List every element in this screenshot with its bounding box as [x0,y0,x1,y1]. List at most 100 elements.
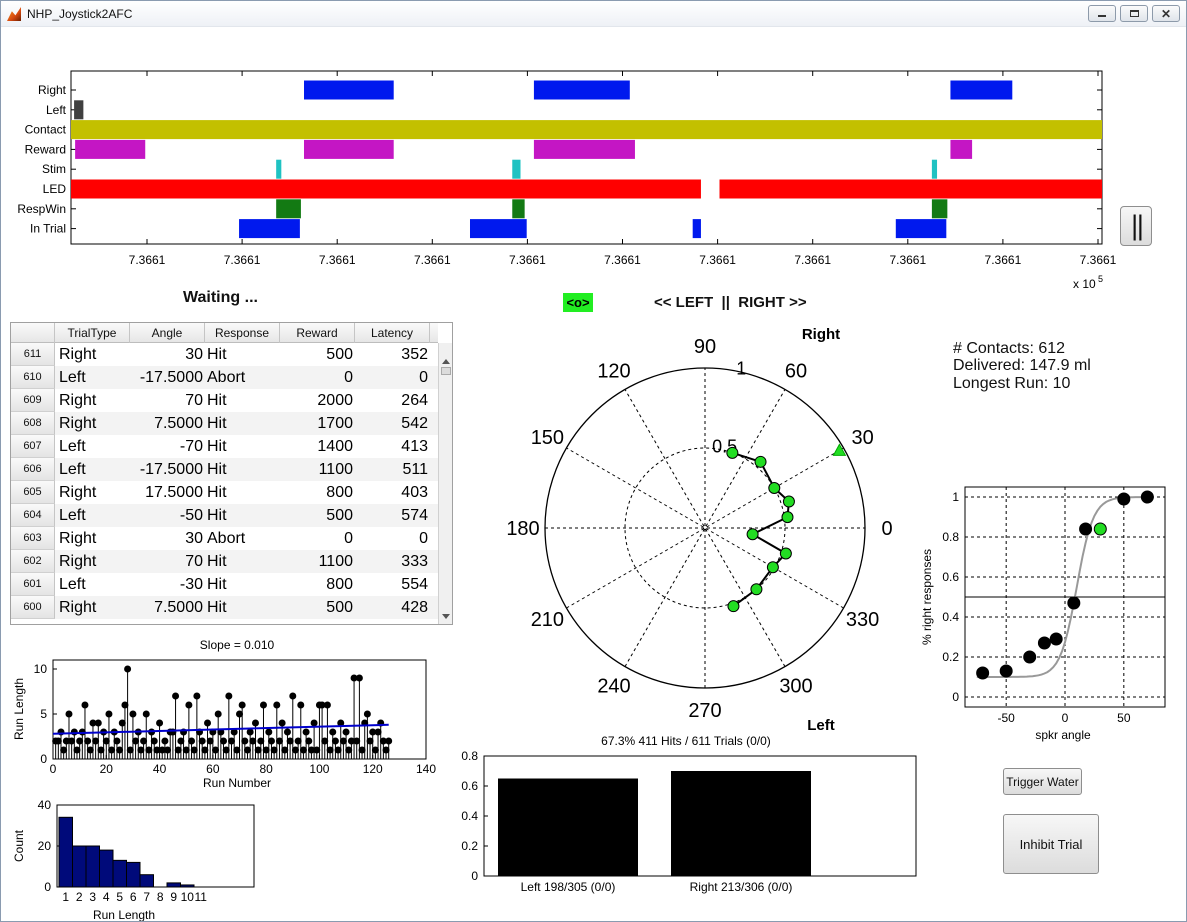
table-cell-type[interactable]: Left [59,461,86,478]
table-cell-latency[interactable]: 403 [401,484,428,501]
table-row[interactable]: 608 Right 7.5000 Hit 1700 542 [11,412,438,435]
row-header[interactable]: 606 [11,458,55,481]
close-button[interactable]: ✕ [1152,5,1180,22]
table-cell-reward[interactable]: 0 [344,530,353,547]
row-header[interactable]: 605 [11,481,55,504]
table-cell-latency[interactable]: 0 [419,530,428,547]
table-cell-type[interactable]: Right [59,346,97,363]
table-cell-latency[interactable]: 0 [419,369,428,386]
table-cell-angle[interactable]: 30 [185,346,203,363]
table-cell-latency[interactable]: 352 [401,346,428,363]
table-cell-response[interactable]: Hit [207,415,227,432]
row-header[interactable]: 608 [11,412,55,435]
column-header[interactable]: Reward [280,323,355,343]
table-row[interactable]: 607 Left -70 Hit 1400 413 [11,435,438,458]
table-cell-response[interactable]: Hit [207,461,227,478]
pause-button[interactable]: || [1120,206,1152,246]
table-cell-latency[interactable]: 428 [401,599,428,616]
table-cell-reward[interactable]: 800 [326,484,353,501]
row-header[interactable]: 600 [11,596,55,619]
scroll-thumb[interactable] [441,367,451,375]
table-cell-reward[interactable]: 500 [326,599,353,616]
table-cell-latency[interactable]: 574 [401,507,428,524]
table-cell-response[interactable]: Hit [207,346,227,363]
table-row[interactable]: 610 Left -17.5000 Abort 0 0 [11,366,438,389]
table-cell-latency[interactable]: 413 [401,438,428,455]
table-cell-response[interactable]: Hit [207,438,227,455]
row-header[interactable]: 601 [11,573,55,596]
table-row[interactable]: 602 Right 70 Hit 1100 333 [11,550,438,573]
table-cell-response[interactable]: Hit [207,392,227,409]
table-cell-response[interactable]: Hit [207,553,227,570]
table-cell-latency[interactable]: 511 [402,461,428,478]
table-row[interactable]: 604 Left -50 Hit 500 574 [11,504,438,527]
table-cell-type[interactable]: Left [59,576,86,593]
table-cell-reward[interactable]: 500 [326,346,353,363]
column-header[interactable]: TrialType [55,323,130,343]
table-cell-reward[interactable]: 500 [326,507,353,524]
table-cell-response[interactable]: Abort [207,369,246,386]
table-cell-angle[interactable]: 7.5000 [154,415,203,432]
table-cell-reward[interactable]: 2000 [317,392,353,409]
trials-table[interactable]: TrialType Angle Response Reward Latency … [10,322,453,625]
table-cell-type[interactable]: Left [59,507,86,524]
trigger-water-button[interactable]: Trigger Water [1003,768,1082,795]
table-cell-angle[interactable]: 70 [185,553,203,570]
table-cell-reward[interactable]: 1400 [317,438,353,455]
table-cell-type[interactable]: Right [59,484,97,501]
inhibit-trial-button[interactable]: Inhibit Trial [1003,814,1099,874]
table-cell-reward[interactable]: 1100 [318,553,353,570]
table-cell-response[interactable]: Hit [207,576,227,593]
table-cell-response[interactable]: Abort [207,530,246,547]
table-cell-latency[interactable]: 554 [401,576,428,593]
table-cell-angle[interactable]: -50 [179,507,203,524]
table-row[interactable]: 603 Right 30 Abort 0 0 [11,527,438,550]
row-header[interactable]: 611 [11,343,55,366]
table-cell-response[interactable]: Hit [207,507,227,524]
column-header[interactable]: Response [205,323,280,343]
row-header[interactable]: 604 [11,504,55,527]
table-scrollbar[interactable] [438,343,452,624]
table-cell-reward[interactable]: 800 [326,576,353,593]
row-header[interactable]: 610 [11,366,55,389]
row-header[interactable]: 607 [11,435,55,458]
table-cell-response[interactable]: Hit [207,599,227,616]
column-header[interactable]: Latency [355,323,430,343]
table-row[interactable]: 611 Right 30 Hit 500 352 [11,343,438,366]
table-row[interactable]: 605 Right 17.5000 Hit 800 403 [11,481,438,504]
table-cell-latency[interactable]: 333 [401,553,428,570]
table-cell-angle[interactable]: -70 [179,438,203,455]
table-cell-reward[interactable]: 0 [344,369,353,386]
minimize-button[interactable] [1088,5,1116,22]
table-row[interactable]: 601 Left -30 Hit 800 554 [11,573,438,596]
column-header[interactable]: Angle [130,323,205,343]
table-cell-type[interactable]: Right [59,392,97,409]
table-cell-angle[interactable]: 17.5000 [145,484,203,501]
table-cell-type[interactable]: Left [59,369,86,386]
table-cell-angle[interactable]: -17.5000 [139,369,203,386]
scroll-down-icon[interactable] [442,614,450,619]
table-row[interactable]: 606 Left -17.5000 Hit 1100 511 [11,458,438,481]
row-header[interactable]: 609 [11,389,55,412]
table-cell-reward[interactable]: 1700 [317,415,353,432]
table-cell-type[interactable]: Left [59,438,86,455]
row-header[interactable]: 603 [11,527,55,550]
table-cell-reward[interactable]: 1100 [318,461,353,478]
scroll-up-icon[interactable] [442,359,450,364]
table-cell-latency[interactable]: 542 [401,415,428,432]
table-cell-type[interactable]: Right [59,530,97,547]
table-cell-angle[interactable]: -30 [179,576,203,593]
table-cell-type[interactable]: Right [59,553,97,570]
row-header[interactable]: 602 [11,550,55,573]
table-cell-angle[interactable]: 7.5000 [154,599,203,616]
maximize-button[interactable] [1120,5,1148,22]
table-cell-response[interactable]: Hit [207,484,227,501]
table-row[interactable]: 609 Right 70 Hit 2000 264 [11,389,438,412]
table-cell-latency[interactable]: 264 [401,392,428,409]
table-cell-angle[interactable]: 70 [185,392,203,409]
table-cell-type[interactable]: Right [59,415,97,432]
table-row[interactable]: 600 Right 7.5000 Hit 500 428 [11,596,438,619]
table-cell-angle[interactable]: 30 [185,530,203,547]
table-cell-angle[interactable]: -17.5000 [139,461,203,478]
table-cell-type[interactable]: Right [59,599,97,616]
